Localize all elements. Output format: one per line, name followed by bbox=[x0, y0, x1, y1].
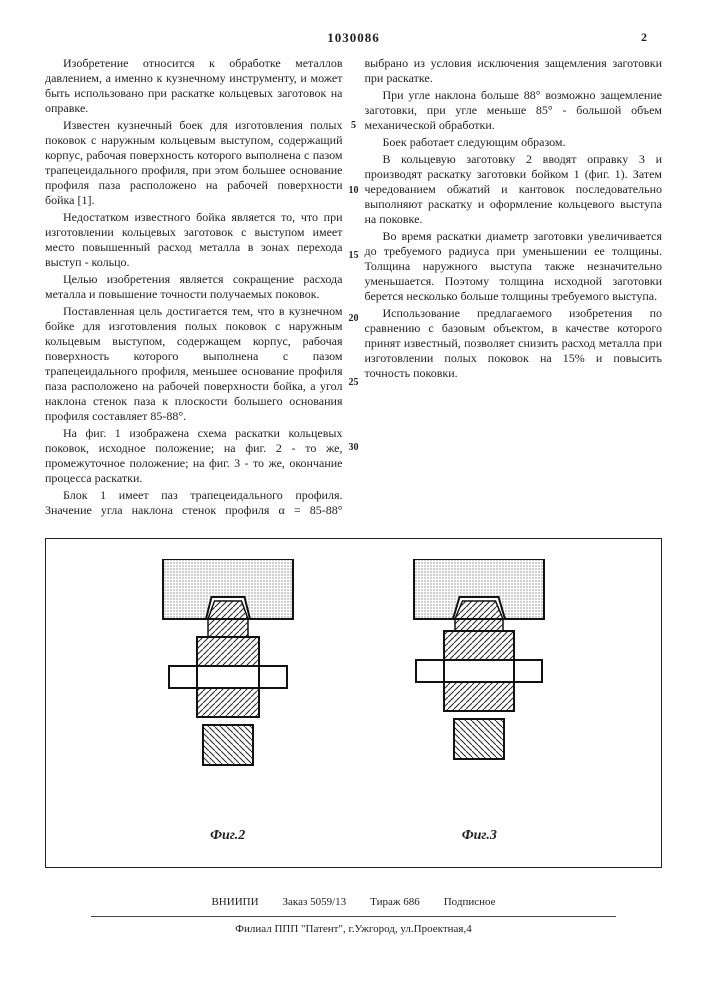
paragraph: Во время раскатки диаметр заготовки увел… bbox=[365, 229, 663, 304]
line-marker: 25 bbox=[344, 377, 364, 390]
line-marker: 5 bbox=[344, 120, 364, 133]
footer-address: Филиал ППП "Патент", г.Ужгород, ул.Проек… bbox=[45, 923, 662, 937]
paragraph: Известен кузнечный боек для изготовления… bbox=[45, 118, 343, 208]
figure-caption: Фиг.2 bbox=[210, 827, 245, 845]
paragraph: Целью изобретения является сокращение ра… bbox=[45, 272, 343, 302]
figures-panel: Фиг.2 Фиг.3 bbox=[45, 538, 662, 868]
line-marker: 20 bbox=[344, 313, 364, 326]
footer-order: Заказ 5059/13 bbox=[283, 896, 347, 910]
paragraph: Использование предлагаемого изобретения … bbox=[365, 306, 663, 381]
line-marker: 10 bbox=[344, 185, 364, 198]
paragraph: Боек работает следующим образом. bbox=[365, 135, 663, 150]
figure: Фиг.2 bbox=[143, 559, 313, 845]
footer: ВНИИПИ Заказ 5059/13 Тираж 686 Подписное… bbox=[45, 896, 662, 937]
footer-tirage: Тираж 686 bbox=[370, 896, 420, 910]
figure: Фиг.3 bbox=[394, 559, 564, 845]
paragraph: На фиг. 1 изображена схема раскатки коль… bbox=[45, 426, 343, 486]
figure-caption: Фиг.3 bbox=[462, 827, 497, 845]
document-number: 1030086 bbox=[45, 30, 662, 46]
line-marker: 30 bbox=[344, 442, 364, 455]
page-number: 2 bbox=[641, 30, 647, 45]
paragraph: Поставленная цель достигается тем, что в… bbox=[45, 304, 343, 424]
footer-org: ВНИИПИ bbox=[211, 896, 258, 910]
paragraph: В кольцевую заготовку 2 вводят оправку 3… bbox=[365, 152, 663, 227]
paragraph: Недостатком известного бойка является то… bbox=[45, 210, 343, 270]
paragraph: Изобретение относится к обработке металл… bbox=[45, 56, 343, 116]
line-marker: 15 bbox=[344, 250, 364, 263]
footer-sub: Подписное bbox=[444, 896, 496, 910]
paragraph: При угле наклона больше 88° возможно защ… bbox=[365, 88, 663, 133]
